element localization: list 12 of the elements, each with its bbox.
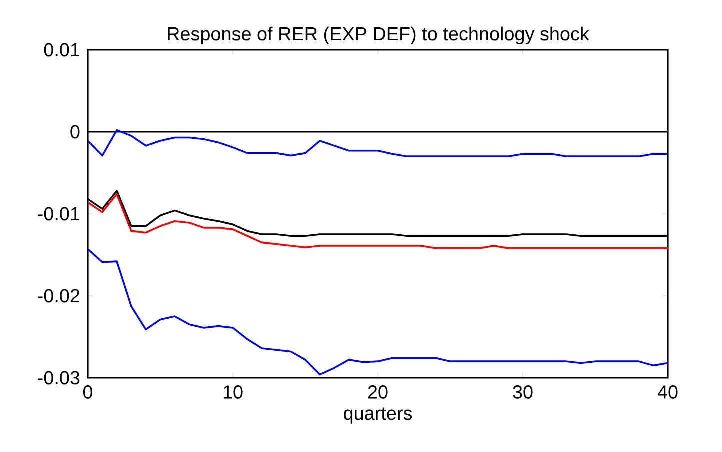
x-tick-label: 10 — [224, 386, 243, 399]
x-tick-label: 20 — [368, 386, 388, 399]
x-tick-label: 0 — [83, 386, 93, 399]
x-tick-label: 40 — [658, 386, 678, 399]
y-tick-label: 0 — [70, 125, 80, 139]
y-tick-label: -0.01 — [38, 207, 80, 221]
y-tick-label: -0.03 — [38, 371, 80, 385]
y-tick-label: 0.01 — [44, 43, 80, 57]
y-tick-label: -0.02 — [38, 289, 80, 303]
x-axis-title: quarters — [344, 408, 412, 424]
chart-title: Response of RER (EXP DEF) to technology shock — [168, 26, 590, 44]
x-tick-label: 30 — [513, 386, 533, 399]
